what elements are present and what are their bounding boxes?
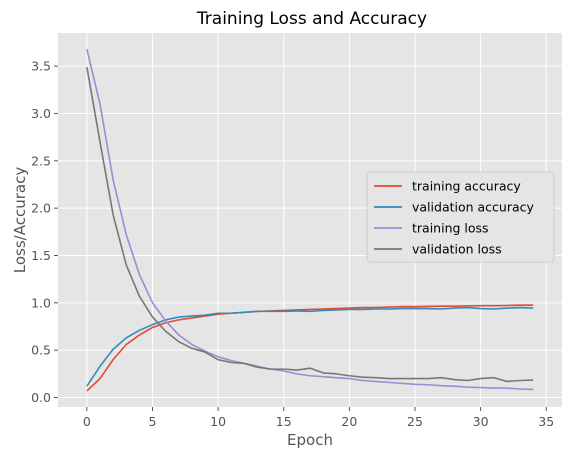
y-tick-label: 1.0 <box>31 295 51 310</box>
x-axis-label: Epoch <box>287 431 333 449</box>
y-tick-label: 3.0 <box>31 106 51 121</box>
tick-labels: 0 5 10 15 20 25 30 35 0.0 0.5 1.0 1.5 2.0 2.5 3.0 3.5 <box>31 59 554 429</box>
chart-title: Training Loss and Accuracy <box>196 9 427 29</box>
x-tick-label: 25 <box>407 414 423 429</box>
x-tick-label: 5 <box>149 414 157 429</box>
series-line-training-accuracy <box>86 304 534 392</box>
y-axis-label: Loss/Accuracy <box>11 167 29 274</box>
y-tick-label: 1.5 <box>31 248 51 263</box>
series-layer <box>86 48 534 392</box>
x-tick-label: 35 <box>538 414 554 429</box>
y-tick-label: 2.5 <box>31 153 51 168</box>
x-tick-label: 10 <box>210 414 226 429</box>
series-line-validation-loss <box>86 66 534 383</box>
series-line-validation-accuracy <box>86 306 534 387</box>
y-tick-label: 0.0 <box>31 390 51 405</box>
y-tick-label: 3.5 <box>31 59 51 74</box>
legend-label-training-loss: training loss <box>412 221 489 236</box>
x-tick-label: 15 <box>276 414 292 429</box>
y-tick-label: 0.5 <box>31 343 51 358</box>
legend-box <box>366 171 555 263</box>
x-tick-label: 30 <box>473 414 489 429</box>
x-tick-label: 20 <box>341 414 357 429</box>
legend-label-validation-loss: validation loss <box>412 242 502 257</box>
legend: training accuracy validation accuracy trai… <box>366 171 555 263</box>
y-tick-label: 2.0 <box>31 201 51 216</box>
legend-label-training-accuracy: training accuracy <box>412 179 521 194</box>
series-line-training-loss <box>86 48 534 391</box>
grid-lines <box>58 33 562 407</box>
legend-label-validation-accuracy: validation accuracy <box>412 200 535 215</box>
x-tick-label: 0 <box>83 414 91 429</box>
